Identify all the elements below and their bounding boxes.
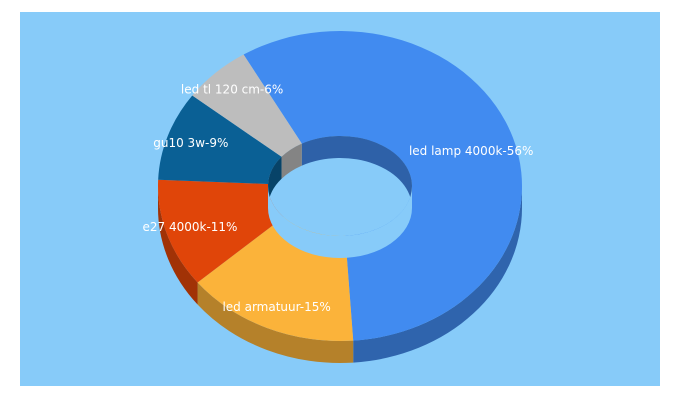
slice-label-led-armatuur: led armatuur-15% bbox=[222, 300, 330, 314]
slice-e27-4000k[interactable] bbox=[158, 179, 284, 283]
donut-hole bbox=[268, 135, 412, 258]
slice-label-led-lamp-4000k: led lamp 4000k-56% bbox=[409, 144, 533, 158]
slice-labels: led lamp 4000k-56% led armatuur-15% e27 40… bbox=[143, 83, 534, 314]
slice-inner-led-lamp-4000k bbox=[301, 135, 412, 208]
slice-led-tl-120-cm[interactable] bbox=[192, 54, 302, 157]
slice-label-e27-4000k: e27 4000k-11% bbox=[143, 220, 238, 234]
slice-side-led-armatuur bbox=[197, 282, 354, 364]
donut-top-slices bbox=[158, 31, 522, 341]
donut-side-walls bbox=[158, 186, 522, 364]
slice-gu10-3w[interactable] bbox=[158, 95, 282, 184]
slice-label-led-tl-120-cm: led tl 120 cm-6% bbox=[181, 83, 283, 97]
slice-side-e27-4000k bbox=[158, 186, 198, 305]
slice-inner-led-tl-120-cm bbox=[281, 143, 302, 179]
donut-hole-opening bbox=[268, 186, 412, 258]
slice-side-led-lamp-4000k bbox=[353, 186, 522, 363]
slice-label-gu10-3w: gu10 3w-9% bbox=[153, 136, 228, 150]
slice-led-lamp-4000k[interactable] bbox=[243, 31, 522, 341]
slice-inner-gu10-3w bbox=[268, 156, 282, 206]
